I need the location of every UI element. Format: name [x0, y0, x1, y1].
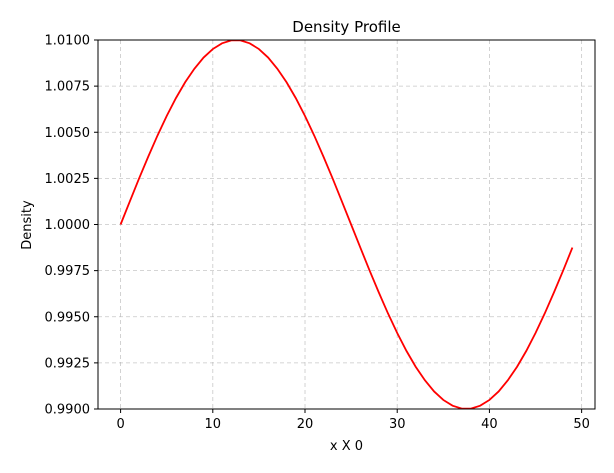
x-tick-label: 40	[481, 417, 498, 432]
y-tick-label: 1.0025	[45, 172, 91, 187]
chart-title: Density Profile	[292, 18, 400, 36]
y-tick-label: 0.9900	[45, 403, 91, 418]
x-tick-label: 50	[573, 417, 590, 432]
x-axis-title: x X 0	[330, 439, 363, 454]
y-axis-ticks: 0.9900 0.9925 0.9950 0.9975 1.0000 1.0025 1.00…	[45, 34, 98, 418]
y-tick-label: 1.0075	[45, 80, 91, 95]
x-tick-label: 10	[205, 417, 222, 432]
y-axis-title: Density	[20, 200, 35, 250]
y-tick-label: 1.0100	[45, 34, 91, 49]
y-tick-label: 0.9925	[45, 356, 91, 371]
y-tick-label: 1.0000	[45, 218, 91, 233]
x-tick-label: 20	[297, 417, 314, 432]
density-line	[119, 39, 574, 410]
x-axis-ticks: 0 10 20 30 40 50	[116, 409, 590, 432]
y-tick-label: 1.0050	[45, 126, 91, 141]
y-tick-label: 0.9975	[45, 264, 91, 279]
x-tick-label: 0	[116, 417, 124, 432]
x-tick-label: 30	[389, 417, 406, 432]
y-tick-label: 0.9950	[45, 310, 91, 325]
